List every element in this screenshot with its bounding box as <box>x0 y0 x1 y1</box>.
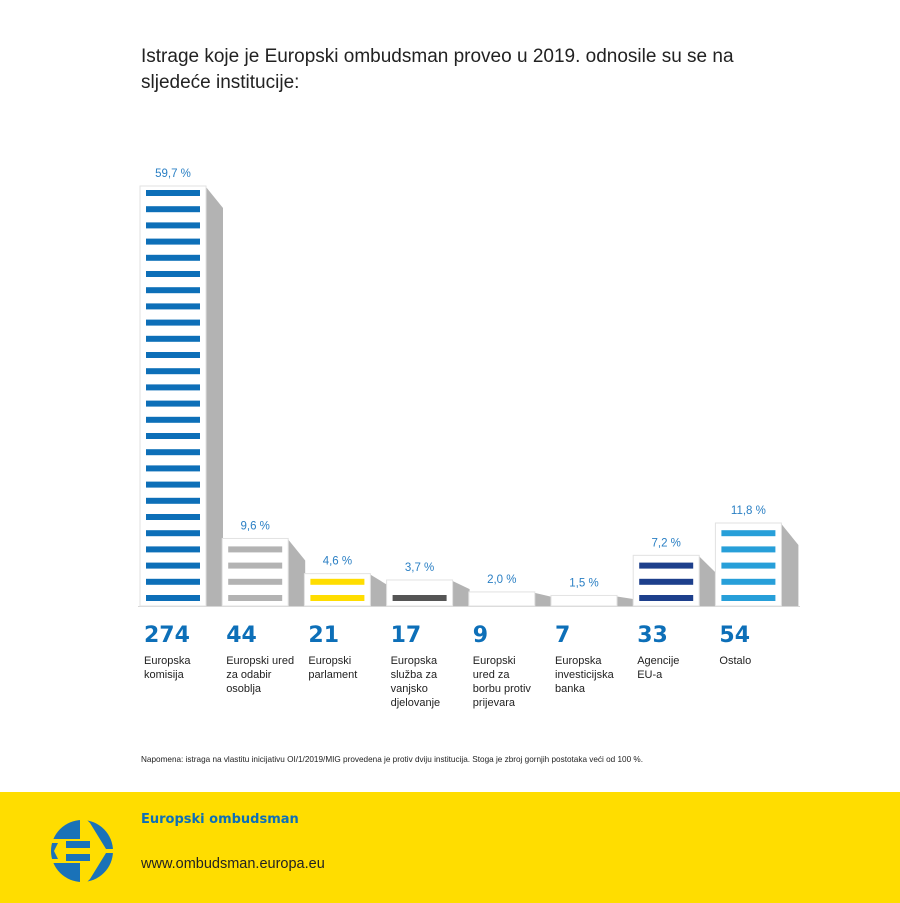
bar-shadow <box>206 187 223 606</box>
footer-bar: Europski ombudsman www.ombudsman.europa.… <box>0 792 900 903</box>
bar-stripe <box>639 578 694 585</box>
bar-stripe <box>310 578 365 585</box>
footnote: Napomena: istraga na vlastitu inicijativ… <box>141 755 643 764</box>
bar-stripe <box>721 530 776 537</box>
category-name: Europski parlament <box>308 655 358 681</box>
data-label: 11,8 % <box>731 505 766 517</box>
bar-stripe <box>146 206 200 213</box>
category-label: 33 Agencije EU-a <box>637 622 719 682</box>
category-label: 54 Ostalo <box>719 622 801 668</box>
bar-stripe <box>146 514 200 520</box>
bar-stripe <box>146 384 200 391</box>
bar <box>303 573 371 607</box>
bar-stripe <box>146 546 200 553</box>
category-name: Europski ured za odabir osoblja <box>226 655 295 695</box>
bar-stripe <box>146 254 200 261</box>
data-label: 3,7 % <box>405 562 434 574</box>
bar-chart: 59,7 % 9,6 % 4,6 % 3,7 % 2,0 % 1,5 % 7,2 % 11,8… <box>138 168 800 607</box>
bar-stripe <box>146 335 200 342</box>
bar-stripe <box>721 546 776 553</box>
category-label: 21 Europski parlament <box>308 622 390 682</box>
bar-stripe <box>146 303 200 310</box>
bar-stripe <box>146 562 200 569</box>
bar <box>468 591 536 607</box>
category-name: Europska komisija <box>144 655 191 681</box>
bar-stripe <box>721 595 776 601</box>
count-value: 44 <box>226 623 257 648</box>
count-value: 21 <box>308 623 340 648</box>
bar-stripe <box>146 497 200 504</box>
bar-stripe <box>146 530 200 537</box>
bar-stripe <box>146 481 200 488</box>
bar-stripe <box>392 595 447 601</box>
bar-shadow <box>452 580 470 606</box>
footer-org-name: Europski ombudsman <box>141 812 299 827</box>
bar-stripe <box>146 368 200 375</box>
bar-stripe <box>146 287 200 294</box>
bar-stripe <box>146 238 200 245</box>
bar-shadow <box>781 523 799 606</box>
data-label: 9,6 % <box>240 520 269 532</box>
category-name: Europska investicijska banka <box>555 655 614 695</box>
count-value: 7 <box>555 623 571 648</box>
count-value: 54 <box>719 623 751 648</box>
bar-stripe <box>146 416 200 423</box>
category-name: Ostalo <box>719 655 752 667</box>
category-name: Europska služba za vanjsko djelovanje <box>390 655 441 709</box>
bar-stripe <box>146 433 200 439</box>
bar-stripe <box>721 562 776 569</box>
footer-url-link[interactable]: www.ombudsman.europa.eu <box>141 856 325 872</box>
ombudsman-logo-icon <box>51 820 113 882</box>
bar-shadow <box>534 592 552 606</box>
data-label: 59,7 % <box>155 168 191 180</box>
bar-stripe <box>228 546 283 553</box>
bar-shadow <box>699 556 717 606</box>
bar-stripe <box>146 449 200 456</box>
category-label: 44 Europski ured za odabir osoblja <box>226 622 308 696</box>
bar-stripe <box>721 578 776 585</box>
bar-shadow <box>288 539 306 606</box>
data-label: 1,5 % <box>569 577 598 589</box>
data-label: 4,6 % <box>323 556 352 568</box>
bar-stripe <box>228 562 283 569</box>
bar <box>386 579 454 607</box>
bar-stripe <box>146 190 200 196</box>
bar-stripe <box>228 595 283 601</box>
category-label: 17 Europska služba za vanjsko djelovanje <box>391 622 473 710</box>
category-name: Agencije EU-a <box>637 655 680 681</box>
bar-stripe <box>146 352 200 358</box>
category-label: 7 Europska investicijska banka <box>555 622 637 696</box>
data-label: 7,2 % <box>651 537 680 549</box>
bar-shadow <box>617 596 634 606</box>
count-value: 33 <box>637 623 668 648</box>
bar-stripe <box>146 271 200 277</box>
bar-stripe <box>639 562 694 569</box>
bar-stripe <box>228 578 283 585</box>
bar-stripe <box>146 578 200 585</box>
bar-stripe <box>146 222 200 229</box>
chart-title: Istrage koje je Europski ombudsman prove… <box>141 46 734 93</box>
count-value: 9 <box>472 623 489 648</box>
category-label: 274 Europska komisija <box>144 622 226 682</box>
bar-stripe <box>146 595 200 601</box>
bar-stripe <box>310 595 365 601</box>
bar <box>550 594 618 607</box>
bar-stripe <box>146 400 200 407</box>
category-label: 9 Europski ured za borbu protiv prijevara <box>473 622 555 710</box>
bar-stripe <box>146 319 200 326</box>
bar-stripe <box>639 595 694 601</box>
bar <box>139 185 207 607</box>
data-label: 2,0 % <box>487 574 516 586</box>
count-value: 274 <box>144 623 190 648</box>
category-name: Europski ured za borbu protiv prijevara <box>472 655 531 709</box>
bar-stripe <box>146 465 200 472</box>
bar-shadow <box>370 574 388 606</box>
count-value: 17 <box>390 623 422 648</box>
